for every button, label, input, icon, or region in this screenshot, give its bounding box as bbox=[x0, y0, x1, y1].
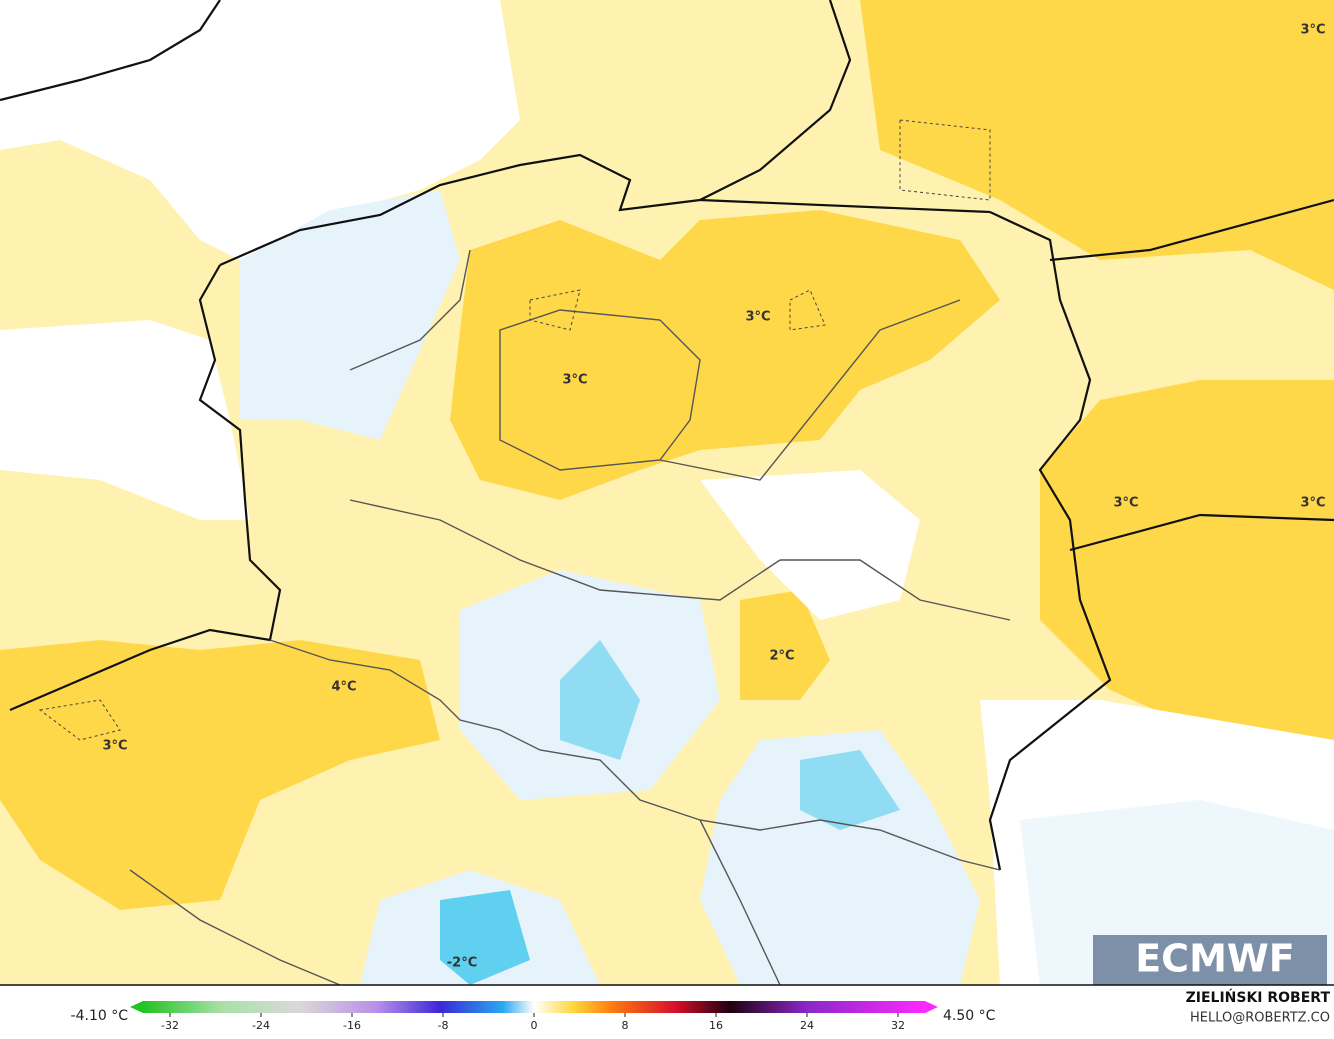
colorbar-tick-label: -16 bbox=[343, 1019, 361, 1032]
max-label: 4.50 °C bbox=[943, 1008, 996, 1024]
contour-label: 3°C bbox=[1300, 23, 1325, 38]
contour-label: 3°C bbox=[102, 739, 127, 754]
min-label: -4.10 °C bbox=[71, 1008, 129, 1024]
map-fields bbox=[0, 0, 1334, 985]
colorbar-max-arrow bbox=[925, 1001, 938, 1013]
contour-label: 4°C bbox=[331, 680, 356, 695]
contour-label: 3°C bbox=[745, 310, 770, 325]
colorbar-tick-label: 24 bbox=[800, 1019, 814, 1032]
contour-label: 3°C bbox=[1113, 496, 1138, 511]
contour-label: 2°C bbox=[769, 649, 794, 664]
colorbar-min-arrow bbox=[130, 1001, 143, 1013]
contour-label: 3°C bbox=[562, 373, 587, 388]
borders bbox=[129, 249, 1011, 986]
colorbar-tick-label: 32 bbox=[891, 1019, 905, 1032]
colorbar-tick-label: -8 bbox=[438, 1019, 449, 1032]
colorbar-tick-label: 16 bbox=[709, 1019, 723, 1032]
contact: HELLO@ROBERTZ.CO bbox=[1190, 1011, 1330, 1026]
logo-box bbox=[1093, 935, 1327, 985]
contour-label: 3°C bbox=[1300, 496, 1325, 511]
colorbar-tick-label: -32 bbox=[161, 1019, 179, 1032]
colorbar bbox=[143, 1001, 925, 1013]
contours bbox=[38, 119, 991, 741]
logo: ECMWF bbox=[1135, 937, 1295, 981]
author: ZIELIŃSKI ROBERT bbox=[1186, 988, 1331, 1006]
colorbar-tick-label: 8 bbox=[622, 1019, 629, 1032]
colorbar-tick-label: -24 bbox=[252, 1019, 270, 1032]
contour-label: -2°C bbox=[447, 956, 477, 971]
colorbar-tick-label: 0 bbox=[531, 1019, 538, 1032]
coastline bbox=[0, 0, 1334, 871]
